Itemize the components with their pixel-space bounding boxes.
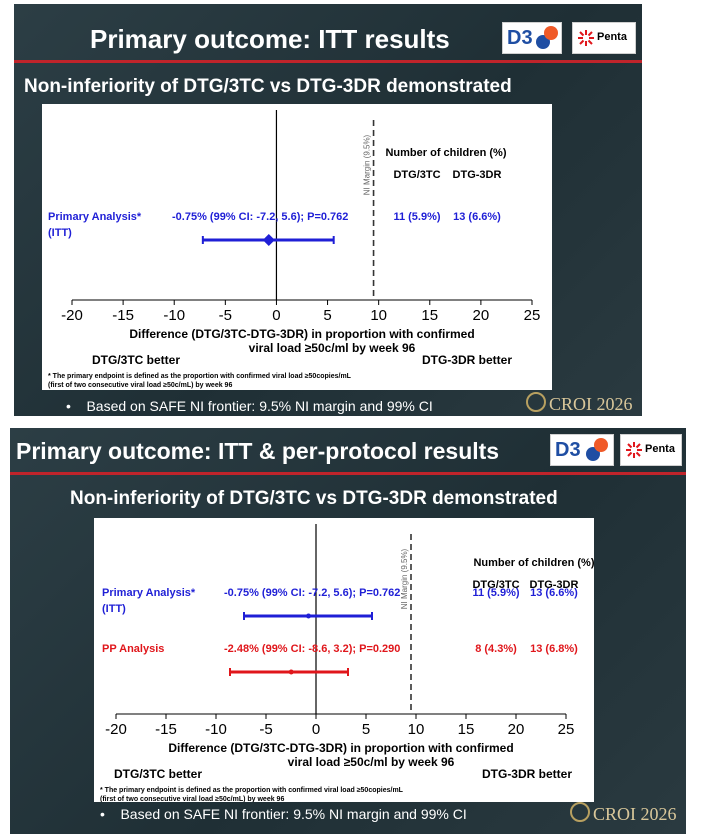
row-label: PP Analysis (102, 643, 164, 655)
row-count-dtg3dr: 13 (6.6%) (453, 211, 501, 223)
row-label-sub: (ITT) (48, 227, 72, 239)
point-estimate (262, 234, 275, 246)
x-tick-label: 20 (508, 721, 525, 738)
left-note: DTG/3TC better (92, 353, 180, 367)
row-estimate-text: -0.75% (99% CI: -7.2, 5.6); P=0.762 (172, 211, 348, 223)
bullet-text: Based on SAFE NI frontier: 9.5% NI margi… (120, 806, 467, 822)
row-count-dtg3dr: 13 (6.8%) (530, 643, 578, 655)
x-tick-label: 20 (473, 307, 490, 324)
x-axis-label-line2: viral load ≥50c/ml by week 96 (288, 755, 455, 769)
ni-margin-label: NI Margin (9.5%) (400, 548, 409, 609)
point-estimate (288, 669, 294, 675)
row-count-dtg3tc: 11 (5.9%) (472, 587, 519, 599)
bullet-text: Based on SAFE NI frontier: 9.5% NI margi… (86, 398, 433, 414)
group-header-dtg3tc: DTG/3TC (393, 169, 440, 181)
croi-logo: CROI 2026 (526, 392, 633, 415)
d3-logo: D3 (550, 434, 614, 466)
x-tick-label: 10 (408, 721, 425, 738)
slide-title: Primary outcome: ITT & per-protocol resu… (16, 438, 500, 464)
x-axis-label: Difference (DTG/3TC-DTG-3DR) in proporti… (129, 327, 474, 341)
croi-logo-text: CROI 2026 (593, 804, 677, 824)
d3-logo-text: D3 (555, 439, 581, 461)
x-tick-label: -20 (105, 721, 127, 738)
row-count-dtg3tc: 11 (5.9%) (393, 211, 440, 223)
croi-logo-icon (526, 392, 546, 412)
slide-itt: Primary outcome: ITT results D3 Penta No… (14, 4, 642, 416)
croi-logo-icon (570, 802, 590, 822)
x-tick-label: -10 (205, 721, 227, 738)
row-estimate-text: -0.75% (99% CI: -7.2, 5.6); P=0.762 (224, 587, 400, 599)
ni-margin-label: NI Margin (9.5%) (363, 134, 372, 195)
x-tick-label: -5 (259, 721, 272, 738)
footnote: * The primary endpoint is defined as the… (48, 373, 352, 380)
x-tick-label: 0 (272, 307, 280, 324)
x-tick-label: 25 (558, 721, 575, 738)
penta-logo-text: Penta (597, 31, 627, 43)
x-tick-label: 15 (458, 721, 475, 738)
forest-plot: -20 -15 -10 -5 0 5 10 15 20 25 NI Margin (9.5%) Num… (100, 524, 595, 803)
x-tick-label: -20 (61, 307, 83, 324)
row-count-dtg3tc: 8 (4.3%) (475, 643, 517, 655)
row-estimate-text: -2.48% (99% CI: -8.6, 3.2); P=0.290 (224, 643, 400, 655)
right-note: DTG-3DR better (482, 767, 572, 781)
forest-plot: -20 -15 -10 -5 0 5 10 15 20 25 NI Margin (9.5%) Num… (48, 110, 541, 389)
x-tick-label: 5 (323, 307, 331, 324)
croi-logo: CROI 2026 (570, 802, 677, 825)
children-header: Number of children (%) (473, 557, 594, 569)
croi-logo-text: CROI 2026 (549, 394, 633, 414)
group-header-dtg3tc: DTG/3TC (472, 579, 519, 591)
footnote: * The primary endpoint is defined as the… (100, 787, 404, 794)
penta-star-icon (626, 442, 642, 458)
footnote-line2: (first of two consecutive viral load ≥50… (100, 796, 284, 802)
row-label: Primary Analysis* (48, 211, 142, 223)
chart-panel: -20 -15 -10 -5 0 5 10 15 20 25 NI Margin (9.5%) Num… (94, 518, 595, 803)
x-tick-label: -15 (155, 721, 177, 738)
x-tick-label: 15 (421, 307, 438, 324)
right-note: DTG-3DR better (422, 353, 512, 367)
x-tick-label: -10 (163, 307, 185, 324)
slide-title: Primary outcome: ITT results (90, 24, 450, 54)
penta-logo: Penta (620, 434, 682, 466)
x-tick-label: 5 (362, 721, 370, 738)
chart-panel: -20 -15 -10 -5 0 5 10 15 20 25 NI Margin (9.5%) Num… (42, 104, 552, 390)
row-count-dtg3dr: 13 (6.6%) (530, 587, 578, 599)
penta-logo-text: Penta (645, 443, 675, 455)
d3-dots-icon (536, 26, 558, 49)
x-tick-label: -15 (112, 307, 134, 324)
x-axis-label: Difference (DTG/3TC-DTG-3DR) in proporti… (168, 741, 513, 755)
footnote-line2: (first of two consecutive viral load ≥50… (48, 382, 232, 389)
penta-logo: Penta (572, 22, 636, 54)
slide-subtitle: Non-inferiority of DTG/3TC vs DTG-3DR de… (24, 76, 512, 97)
bullet-point: • Based on SAFE NI frontier: 9.5% NI mar… (100, 806, 467, 822)
row-label-sub: (ITT) (102, 603, 126, 615)
group-header-dtg3dr: DTG-3DR (530, 579, 579, 591)
slide-itt-pp: Primary outcome: ITT & per-protocol resu… (10, 428, 686, 834)
x-axis-label-line2: viral load ≥50c/ml by week 96 (249, 341, 416, 355)
children-header: Number of children (%) (385, 147, 506, 159)
slide-subtitle: Non-inferiority of DTG/3TC vs DTG-3DR de… (70, 488, 558, 509)
group-header-dtg3dr: DTG-3DR (453, 169, 502, 181)
x-tick-label: 10 (370, 307, 387, 324)
x-tick-label: -5 (219, 307, 232, 324)
d3-logo: D3 (502, 22, 562, 54)
row-label: Primary Analysis* (102, 587, 196, 599)
x-tick-label: 25 (524, 307, 541, 324)
penta-star-icon (578, 30, 594, 46)
title-divider (10, 472, 686, 475)
x-tick-label: 0 (312, 721, 320, 738)
title-divider (14, 60, 642, 63)
point-estimate (306, 613, 311, 619)
d3-logo-text: D3 (507, 27, 533, 49)
d3-dots-icon (586, 438, 608, 461)
left-note: DTG/3TC better (114, 767, 202, 781)
bullet-point: • Based on SAFE NI frontier: 9.5% NI mar… (66, 398, 433, 414)
